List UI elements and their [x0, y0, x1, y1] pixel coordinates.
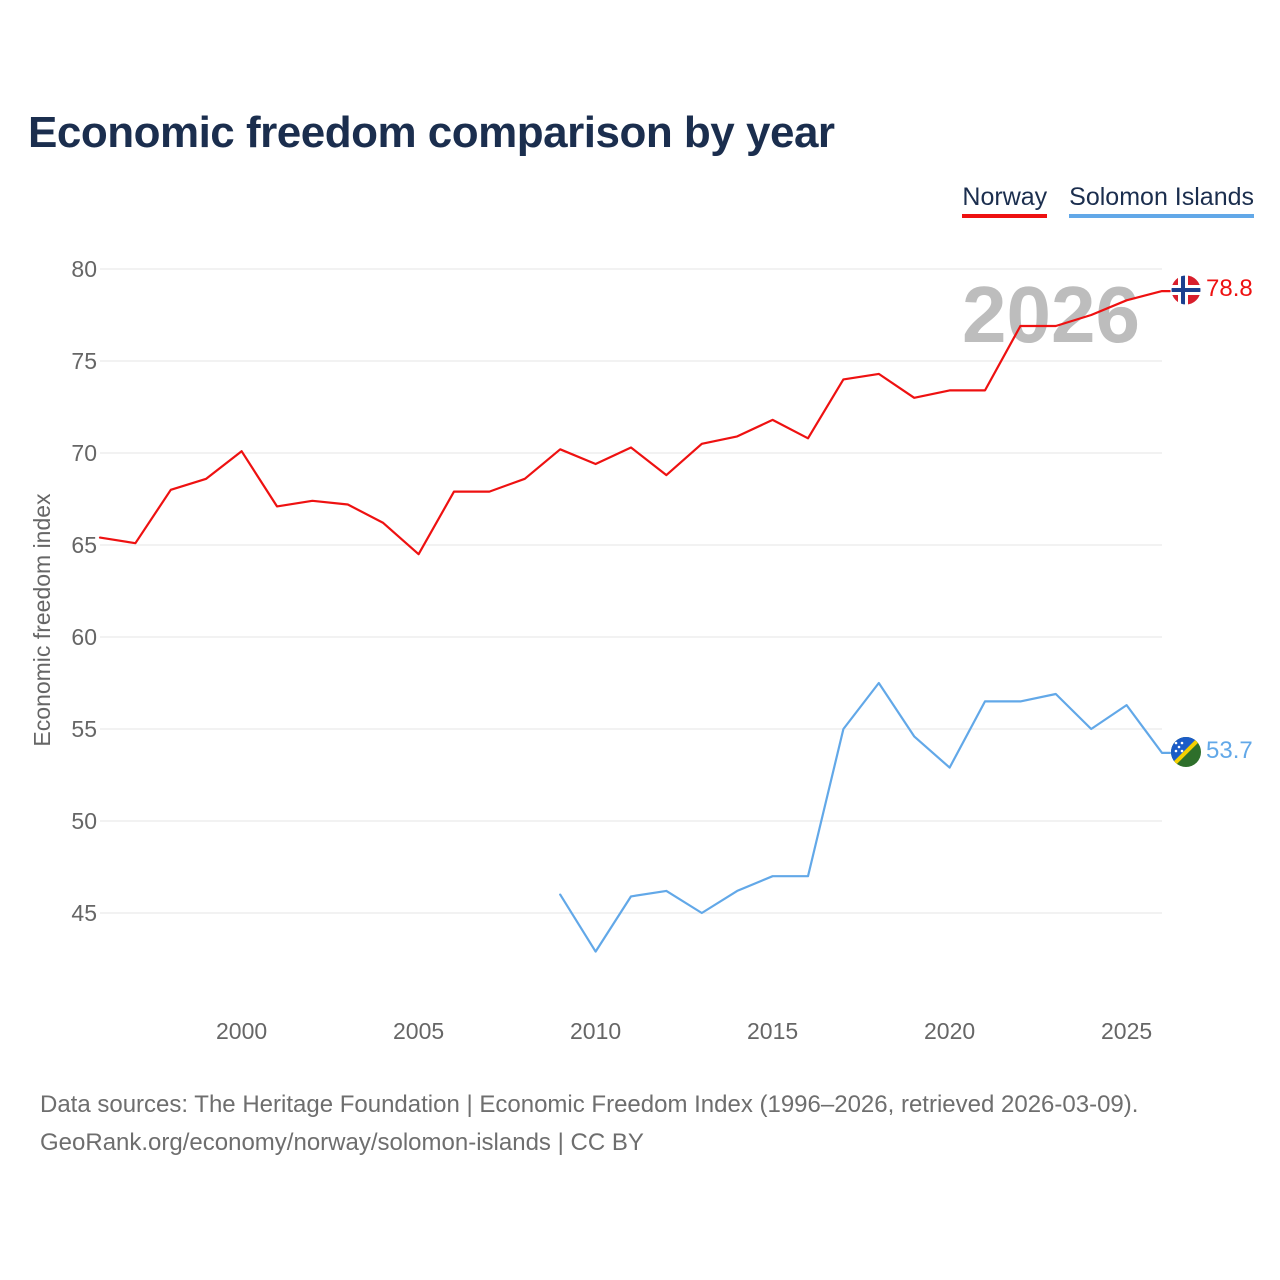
y-tick-label: 55	[71, 716, 97, 742]
x-tick-label: 2010	[570, 1018, 621, 1044]
solomon-islands-end-value-label: 53.7	[1206, 737, 1253, 764]
data-source-note: Data sources: The Heritage Foundation | …	[40, 1091, 1139, 1118]
current-year-watermark: 2026	[962, 270, 1140, 359]
source-url-license[interactable]: GeoRank.org/economy/norway/solomon-islan…	[40, 1129, 644, 1156]
y-tick-label: 80	[71, 256, 97, 282]
legend-item-solomon-islands[interactable]: Solomon Islands	[1069, 183, 1254, 218]
x-tick-label: 2015	[747, 1018, 798, 1044]
x-tick-label: 2020	[924, 1018, 975, 1044]
series-lines	[98, 290, 1172, 953]
x-tick-label: 2025	[1101, 1018, 1152, 1044]
x-axis-ticks: 2000 2005 2010 2015 2020 2025	[216, 1018, 1152, 1044]
legend: Norway Solomon Islands	[962, 183, 1254, 218]
grid-lines	[100, 268, 1162, 914]
chart-title: Economic freedom comparison by year	[28, 108, 835, 157]
y-tick-label: 65	[71, 532, 97, 558]
y-tick-label: 50	[71, 808, 97, 834]
y-tick-label: 45	[71, 900, 97, 926]
y-tick-label: 75	[71, 348, 97, 374]
x-tick-label: 2000	[216, 1018, 267, 1044]
series-line-solomon-islands[interactable]	[559, 681, 1172, 953]
norway-flag-icon	[1170, 274, 1202, 306]
y-axis-ticks: 45 50 55 60 65 70 75 80	[71, 256, 97, 926]
footer: Data sources: The Heritage Foundation | …	[40, 1086, 1260, 1162]
series-line-norway[interactable]	[98, 290, 1172, 556]
x-tick-label: 2005	[393, 1018, 444, 1044]
solomon-islands-flag-icon	[1171, 737, 1201, 767]
y-tick-label: 60	[71, 624, 97, 650]
y-axis-label: Economic freedom index	[29, 493, 55, 747]
norway-end-value-label: 78.8	[1206, 275, 1253, 302]
y-tick-label: 70	[71, 440, 97, 466]
legend-item-norway[interactable]: Norway	[962, 183, 1048, 218]
